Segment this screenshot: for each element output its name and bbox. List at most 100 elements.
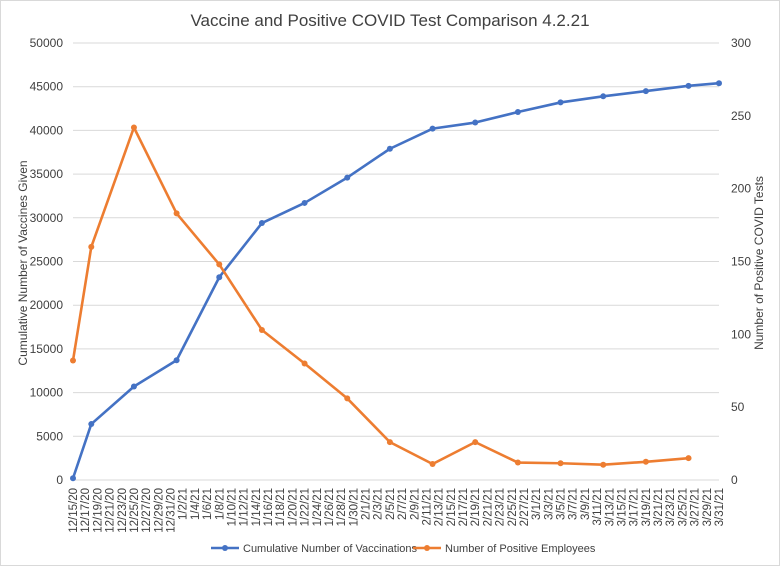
- x-tick-label: 1/6/21: [202, 488, 214, 520]
- left-tick-label: 0: [56, 473, 63, 487]
- right-tick-label: 150: [731, 255, 751, 269]
- data-point-positives: [685, 455, 692, 462]
- data-point-positives: [557, 460, 564, 467]
- x-tick-label: 2/19/21: [470, 488, 482, 526]
- left-tick-label: 30000: [30, 211, 64, 225]
- series-line-vaccinations: [71, 81, 720, 479]
- x-tick-label: 12/27/20: [141, 488, 153, 533]
- x-tick-label: 1/12/21: [239, 488, 251, 526]
- x-tick-label: 3/17/21: [629, 488, 641, 526]
- right-tick-label: 300: [731, 36, 751, 50]
- x-tick-label: 2/5/21: [385, 488, 397, 520]
- left-tick-label: 20000: [30, 298, 64, 312]
- right-tick-label: 0: [731, 473, 738, 487]
- x-tick-label: 2/15/21: [446, 488, 458, 526]
- data-point-vaccinations: [88, 421, 95, 428]
- x-tick-label: 3/9/21: [580, 488, 592, 520]
- gridlines: [73, 42, 719, 481]
- data-point-positives: [216, 261, 223, 268]
- x-tick-label: 1/2/21: [178, 488, 190, 520]
- left-tick-label: 40000: [30, 123, 64, 137]
- data-point-positives: [642, 458, 649, 465]
- data-point-vaccinations: [173, 357, 180, 364]
- x-tick-label: 12/25/20: [129, 488, 141, 533]
- data-point-vaccinations: [514, 109, 521, 116]
- x-tick-label: 2/25/21: [507, 488, 519, 526]
- x-tick-label: 1/8/21: [214, 488, 226, 520]
- series-line-positives: [71, 126, 689, 467]
- data-point-vaccinations: [344, 174, 351, 181]
- data-point-vaccinations: [70, 475, 76, 482]
- series-layer: [70, 80, 722, 482]
- x-tick-label: 2/1/21: [361, 488, 373, 520]
- legend-marker-positives: [424, 545, 430, 551]
- x-tick-label: 2/13/21: [434, 488, 446, 526]
- data-point-positives: [386, 439, 393, 446]
- right-tick-label: 100: [731, 327, 751, 341]
- data-point-positives: [600, 461, 607, 468]
- x-tick-label: 1/16/21: [263, 488, 275, 526]
- x-tick-label: 2/21/21: [482, 488, 494, 526]
- legend-label-vaccinations: Cumulative Number of Vaccinations: [243, 543, 418, 555]
- x-tick-label: 12/21/20: [105, 488, 117, 533]
- x-tick-label: 2/27/21: [519, 488, 531, 526]
- x-tick-label: 3/7/21: [568, 488, 580, 520]
- legend: Cumulative Number of Vaccinations Number…: [211, 543, 596, 555]
- data-point-positives: [344, 395, 351, 402]
- left-tick-label: 50000: [30, 36, 64, 50]
- data-point-vaccinations: [130, 383, 137, 390]
- data-point-vaccinations: [429, 125, 436, 132]
- left-tick-label: 25000: [30, 255, 64, 269]
- right-axis-label: Number of Positive COVID Tests: [752, 176, 766, 350]
- x-tick-label: 3/25/21: [677, 488, 689, 526]
- data-point-vaccinations: [557, 99, 564, 106]
- right-tick-label: 200: [731, 182, 751, 196]
- x-tick-label: 3/23/21: [665, 488, 677, 526]
- data-point-vaccinations: [472, 119, 479, 126]
- x-tick-label: 12/19/20: [92, 488, 104, 533]
- x-tick-label: 12/23/20: [117, 488, 129, 533]
- x-tick-label: 2/23/21: [495, 488, 507, 526]
- data-point-vaccinations: [301, 199, 308, 206]
- x-tick-label: 1/22/21: [300, 488, 312, 526]
- left-tick-label: 45000: [30, 80, 64, 94]
- x-tick-label: 12/29/20: [153, 488, 165, 533]
- chart-title: Vaccine and Positive COVID Test Comparis…: [190, 11, 589, 30]
- x-tick-label: 3/11/21: [592, 488, 604, 526]
- data-point-positives: [514, 459, 521, 466]
- left-tick-label: 5000: [36, 429, 63, 443]
- x-tick-label: 12/15/20: [68, 488, 80, 533]
- right-axis-ticks: 0 50 100 150 200 250 300: [731, 36, 751, 487]
- data-point-positives: [70, 357, 76, 364]
- data-point-vaccinations: [258, 220, 265, 227]
- x-tick-label: 1/10/21: [226, 488, 238, 526]
- data-point-positives: [173, 210, 180, 217]
- legend-marker-vaccinations: [222, 545, 228, 551]
- right-tick-label: 50: [731, 400, 745, 414]
- data-point-positives: [130, 124, 137, 131]
- x-tick-label: 1/4/21: [190, 488, 202, 520]
- x-tick-label: 1/30/21: [348, 488, 360, 526]
- x-tick-label: 2/17/21: [458, 488, 470, 526]
- x-tick-label: 1/26/21: [324, 488, 336, 526]
- left-tick-label: 35000: [30, 167, 64, 181]
- left-axis-ticks: 0 5000 10000 15000 20000 25000 30000 35000 40000…: [30, 36, 64, 487]
- x-tick-label: 1/24/21: [312, 488, 324, 526]
- data-point-positives: [472, 439, 479, 446]
- data-point-vaccinations: [642, 88, 649, 95]
- x-tick-label: 2/3/21: [373, 488, 385, 520]
- x-tick-label: 3/5/21: [556, 488, 568, 520]
- data-point-vaccinations: [600, 93, 607, 100]
- x-tick-label: 3/21/21: [653, 488, 665, 526]
- x-tick-label: 2/7/21: [397, 488, 409, 520]
- x-axis-ticks: 12/15/20 12/17/20 12/19/20 12/21/20 12/23/20…: [68, 488, 726, 533]
- x-tick-label: 1/28/21: [336, 488, 348, 526]
- x-tick-label: 3/29/21: [702, 488, 714, 526]
- x-tick-label: 1/18/21: [275, 488, 287, 526]
- data-point-positives: [301, 360, 308, 367]
- x-tick-label: 3/27/21: [690, 488, 702, 526]
- x-tick-label: 1/20/21: [287, 488, 299, 526]
- data-point-vaccinations: [216, 274, 223, 281]
